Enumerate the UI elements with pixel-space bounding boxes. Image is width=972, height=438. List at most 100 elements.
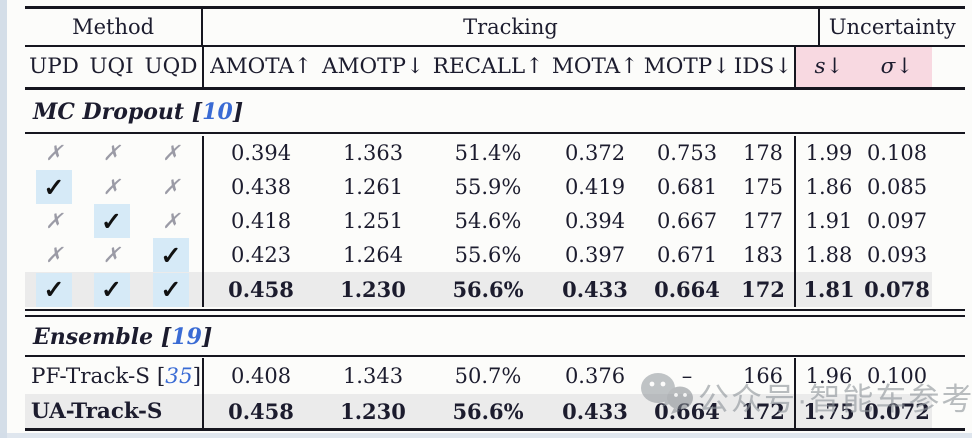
- col-header-sigma: σ↓: [862, 47, 932, 87]
- table-row: ✓ ✗ ✗ 0.438 1.261 55.9% 0.419 0.681 175 1.86 0.085: [25, 170, 965, 204]
- value-cell: 0.100: [866, 363, 928, 388]
- value-cell: 1.343: [342, 363, 404, 388]
- mark-cell-cross: ✗: [140, 136, 202, 170]
- citation-bracket: [: [160, 323, 172, 350]
- value-cell: 1.230: [340, 398, 406, 424]
- value-cell: 0.664: [654, 277, 720, 302]
- mark-cell-cross: ✗: [25, 238, 83, 272]
- rule-double-2: [25, 315, 965, 317]
- mark-cell-check: ✓: [83, 204, 140, 238]
- value-cell: 0.376: [564, 363, 626, 388]
- col-header-s: s↓: [794, 47, 862, 87]
- cross-icon: ✗: [153, 170, 189, 204]
- row-spacer: [932, 170, 965, 204]
- value-cell: 50.7%: [454, 363, 522, 388]
- value-cell: 55.6%: [454, 242, 522, 267]
- group-header-row: Method Tracking Uncertainty: [25, 9, 965, 45]
- row-spacer: [932, 136, 965, 170]
- value-cell: 0.397: [564, 242, 626, 267]
- table-row: UA-Track-S 0.458 1.230 56.6% 0.433 0.664 172 1.…: [25, 394, 965, 428]
- cross-glyph: ✗: [102, 140, 121, 165]
- value-cell: 0.394: [564, 208, 626, 233]
- value-cell: 0.458: [202, 394, 318, 428]
- cross-icon: ✗: [153, 136, 189, 170]
- col-header-recall: RECALL↑: [432, 54, 544, 80]
- rule-under-colheads: [25, 87, 965, 90]
- check-icon: ✓: [93, 272, 130, 307]
- page-edge-left: [0, 0, 7, 438]
- cross-glyph: ✗: [162, 208, 180, 233]
- check-icon: ✓: [93, 204, 130, 238]
- value-cell: 51.4%: [454, 140, 522, 165]
- citation-bracket: [: [156, 363, 166, 389]
- cross-glyph: ✗: [45, 140, 63, 165]
- page-edge-bottom: [0, 433, 972, 438]
- cross-icon: ✗: [94, 170, 130, 204]
- value-cell: 1.99: [794, 136, 862, 170]
- mark-cell-cross: ✗: [25, 204, 83, 238]
- value-cell: 1.230: [340, 277, 406, 302]
- mark-cell-check: ✓: [25, 272, 83, 307]
- value-cell: 1.363: [342, 140, 404, 165]
- check-glyph: ✓: [160, 240, 182, 270]
- column-header-row: UPD UQI UQD AMOTA↑ AMOTP↓ RECALL↑ MOTA↑ …: [25, 47, 965, 87]
- value-cell: 0.097: [866, 208, 928, 233]
- value-cell: 172: [741, 277, 785, 302]
- value-cell: 0.681: [656, 174, 718, 199]
- cross-icon: ✗: [36, 238, 72, 272]
- value-cell: 177: [742, 208, 784, 233]
- value-cell: 0.085: [866, 174, 928, 199]
- citation-link[interactable]: 19: [171, 323, 202, 350]
- value-cell: 178: [742, 140, 784, 165]
- value-cell: 0.423: [202, 238, 318, 272]
- check-glyph: ✓: [43, 275, 65, 304]
- value-cell: 175: [742, 174, 784, 199]
- cross-icon: ✗: [36, 136, 72, 170]
- value-cell: 0.433: [562, 398, 628, 424]
- value-cell: 0.438: [202, 170, 318, 204]
- rule-under-section2: [25, 355, 965, 357]
- cross-glyph: ✗: [162, 174, 180, 199]
- method-name-cell: PF-Track-S [35]: [25, 358, 202, 394]
- citation-link[interactable]: 35: [165, 363, 193, 389]
- check-glyph: ✓: [101, 206, 122, 236]
- value-cell: 0.433: [562, 277, 628, 302]
- group-header-tracking: Tracking: [201, 9, 817, 45]
- value-cell: 0.372: [564, 140, 626, 165]
- table-row: ✓ ✓ ✓ 0.458 1.230 56.6% 0.433 0.664 172 1.81 0.078: [25, 272, 965, 307]
- mark-cell-check: ✓: [25, 170, 83, 204]
- value-cell: 1.81: [794, 272, 862, 307]
- col-header-motp: MOTP↓: [643, 54, 731, 80]
- value-cell: 0.753: [656, 140, 718, 165]
- check-glyph: ✓: [101, 275, 122, 304]
- check-icon: ✓: [153, 272, 189, 307]
- row-spacer: [932, 238, 965, 272]
- table-row: ✗ ✗ ✓ 0.423 1.264 55.6% 0.397 0.671 183 1.88 0.093: [25, 238, 965, 272]
- value-cell: 166: [742, 363, 784, 388]
- row-spacer: [932, 358, 965, 394]
- mark-cell-cross: ✗: [83, 136, 140, 170]
- row-spacer: [932, 272, 965, 307]
- mark-cell-cross: ✗: [140, 204, 202, 238]
- section-label-mc-dropout: MC Dropout [10]: [25, 92, 965, 132]
- value-cell: 0.458: [202, 272, 318, 307]
- check-glyph: ✓: [160, 275, 182, 304]
- value-cell: 1.86: [794, 170, 862, 204]
- citation-bracket: ]: [192, 363, 202, 389]
- value-cell: 1.251: [342, 208, 404, 233]
- row-spacer: [932, 394, 965, 428]
- col-header-uqd: UQD: [144, 54, 198, 80]
- check-icon: ✓: [36, 272, 72, 307]
- citation-bracket: ]: [232, 99, 244, 125]
- col-header-mota: MOTA↑: [551, 54, 639, 80]
- value-cell: 1.75: [794, 394, 862, 428]
- citation-link[interactable]: 10: [202, 99, 233, 125]
- value-cell: 0.093: [866, 242, 928, 267]
- value-cell: 1.261: [342, 174, 404, 199]
- rule-top: [25, 6, 965, 9]
- cross-glyph: ✗: [45, 208, 63, 233]
- mark-cell-cross: ✗: [83, 170, 140, 204]
- method-name: PF-Track-S: [31, 363, 151, 389]
- cross-icon: ✗: [94, 136, 130, 170]
- mark-cell-cross: ✗: [83, 238, 140, 272]
